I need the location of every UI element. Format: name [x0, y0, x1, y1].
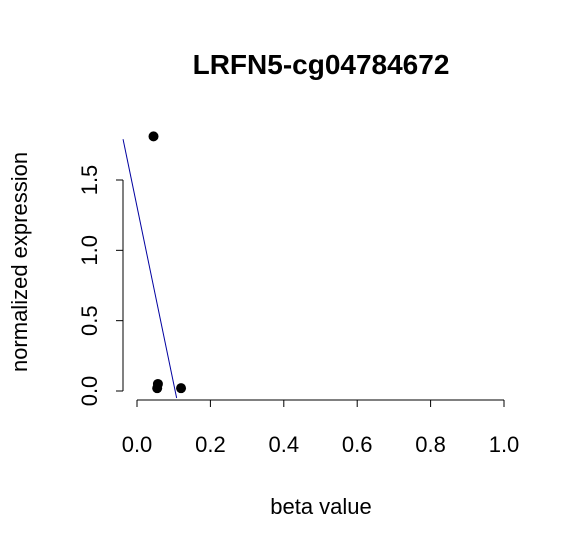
chart-title: LRFN5-cg04784672 [193, 49, 450, 80]
x-axis-title: beta value [270, 494, 372, 519]
x-axis-ticks: 0.0 0.2 0.4 0.6 0.8 1.0 [122, 400, 520, 457]
data-points [148, 131, 187, 394]
data-point [176, 383, 187, 394]
y-axis-ticks: 0.0 0.5 1.0 1.5 [77, 165, 123, 407]
data-point [148, 131, 159, 142]
y-tick-label: 0.0 [77, 376, 102, 407]
x-tick-label: 0.0 [122, 432, 153, 457]
x-tick-label: 0.6 [342, 432, 373, 457]
y-axis-title: normalized expression [7, 152, 32, 372]
x-tick-label: 0.4 [269, 432, 300, 457]
y-tick-label: 1.0 [77, 235, 102, 266]
regression-line [122, 139, 178, 399]
x-tick-label: 0.2 [195, 432, 226, 457]
y-tick-label: 0.5 [77, 305, 102, 336]
regression-line-group [122, 139, 178, 399]
y-tick-label: 1.5 [77, 165, 102, 196]
x-tick-label: 0.8 [415, 432, 446, 457]
data-point [152, 383, 163, 394]
x-tick-label: 1.0 [489, 432, 520, 457]
